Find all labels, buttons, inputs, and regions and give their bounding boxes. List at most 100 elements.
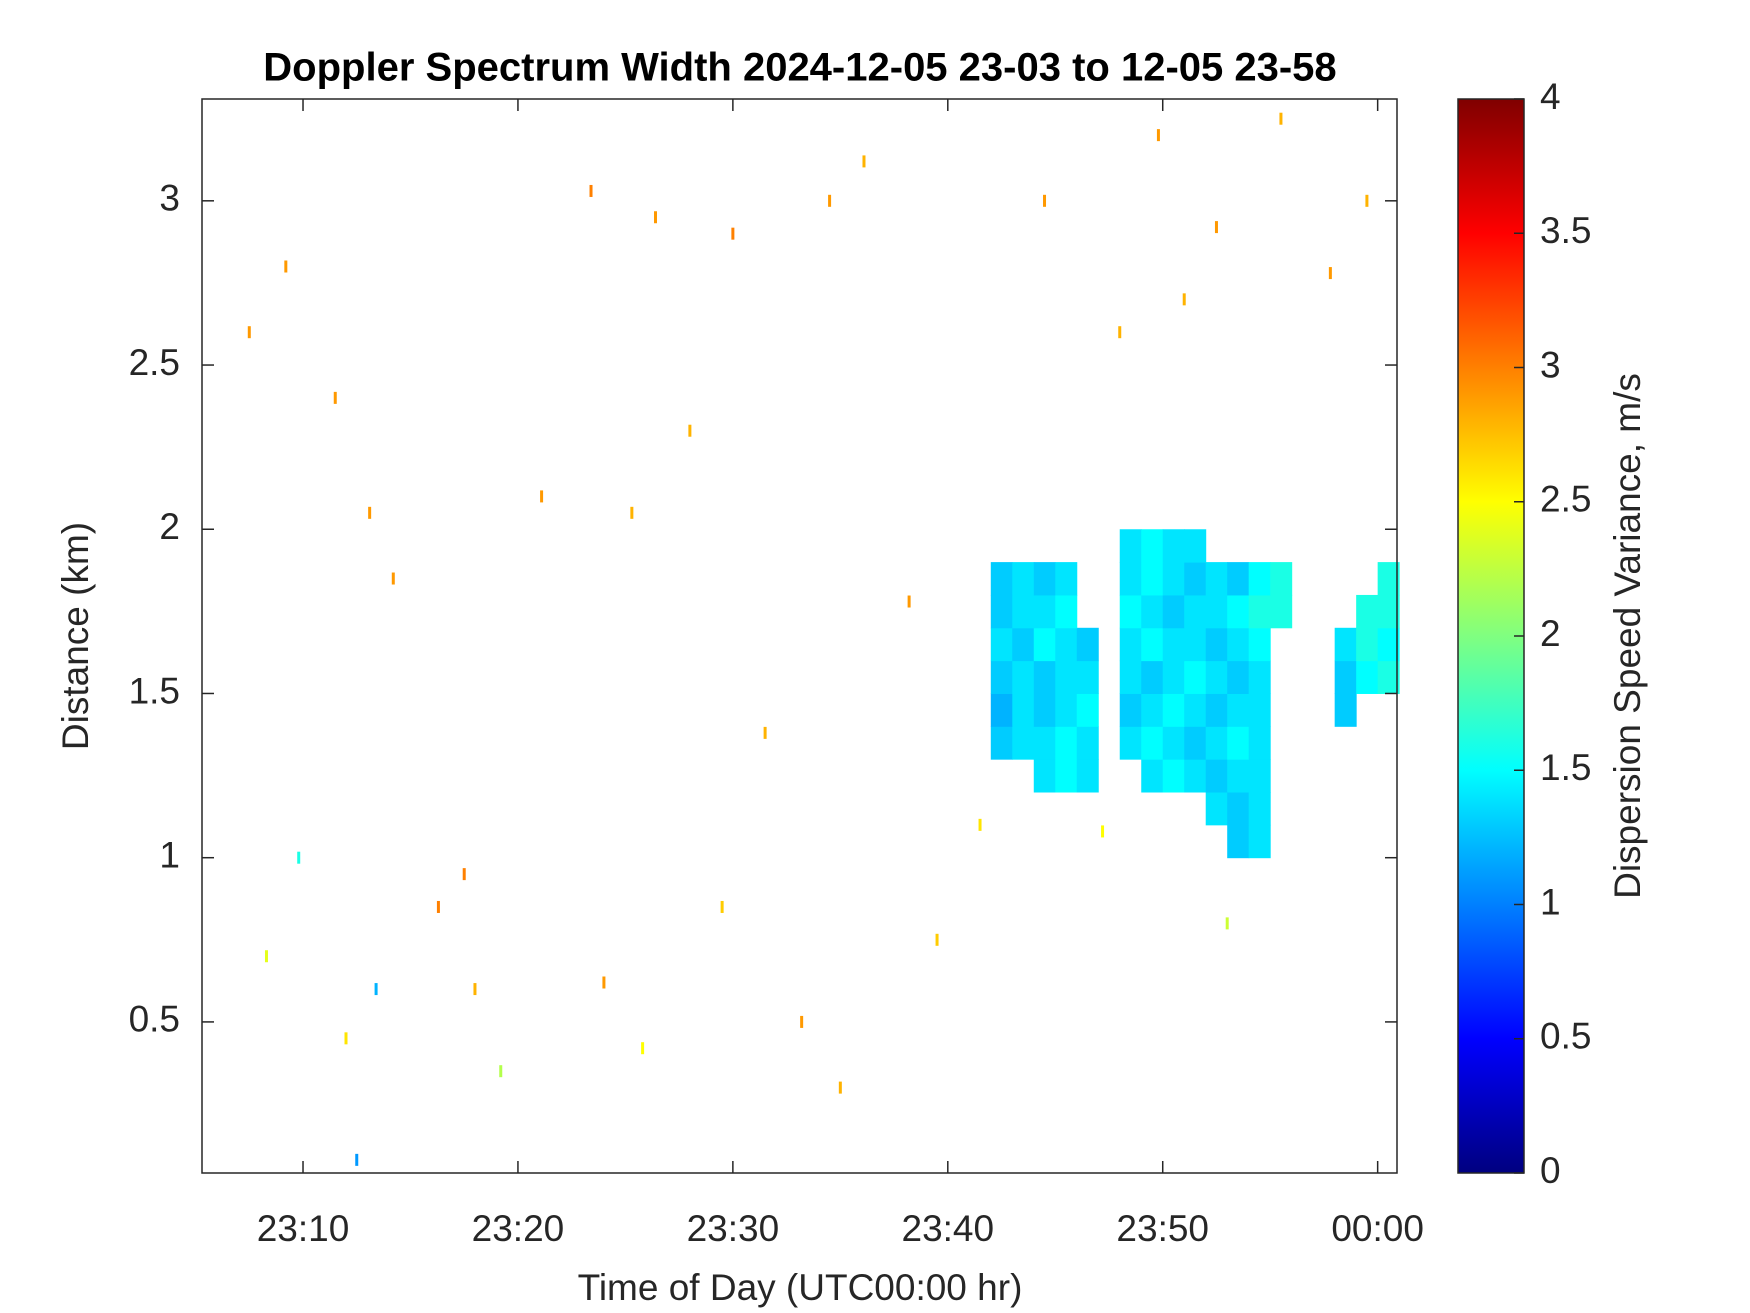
colorbar-tick-label: 2 [1540,613,1561,654]
heatmap-cell [1334,627,1357,662]
heatmap-cell [1334,693,1357,727]
heatmap-cell [1055,759,1078,793]
speckle [978,818,982,831]
speckle [284,260,288,273]
heatmap-cell [1012,726,1035,760]
heatmap-cell [1377,660,1400,694]
heatmap-cell [1033,627,1056,662]
heatmap-cell [990,726,1013,760]
heatmap-cell [1184,726,1207,760]
speckle [344,1032,348,1045]
heatmap-cell [1248,726,1271,760]
y-tick-label: 1.5 [129,670,180,711]
speckle [368,506,372,519]
colorbar-tick-label: 0 [1540,1150,1561,1191]
heatmap-cell [1205,693,1228,727]
speckle [462,868,466,881]
heatmap-cell [1184,627,1207,662]
heatmap-cell [1055,562,1078,596]
speckle [540,490,544,503]
x-tick-label: 23:50 [1116,1208,1209,1249]
heatmap-cell [1184,660,1207,694]
speckle [862,155,866,168]
heatmap-cell [1119,660,1142,694]
heatmap-cell [1205,627,1228,662]
x-tick-label: 23:10 [257,1208,350,1249]
heatmap-cell [1248,824,1271,859]
heatmap-cell [1162,726,1185,760]
speckle [828,194,832,207]
heatmap-cell [1227,627,1250,662]
x-axis-label: Time of Day (UTC00:00 hr) [578,1267,1023,1308]
heatmap-cell [1248,759,1271,793]
heatmap-cell [1184,759,1207,793]
heatmap-cell [1270,562,1293,596]
speckle [499,1065,503,1078]
speckle [589,184,593,197]
heatmap-cell [990,693,1013,727]
speckle [731,227,735,240]
heatmap-cell [1227,562,1250,596]
heatmap-cell [1248,594,1271,629]
x-tick-label: 23:40 [902,1208,995,1249]
speckle [1225,917,1229,930]
heatmap-cell [1055,627,1078,662]
heatmap-cell [990,594,1013,629]
speckle [1214,221,1218,234]
heatmap-cell [1248,693,1271,727]
colorbar-tick-label: 3 [1540,344,1561,385]
heatmap-cell [1377,627,1400,662]
heatmap-cell [1356,627,1379,662]
heatmap-cell [1141,660,1164,694]
heatmap-cell [1076,693,1099,727]
heatmap-cell [1119,627,1142,662]
heatmap-cell [1141,529,1164,563]
y-tick-label: 0.5 [129,999,180,1040]
speckle [688,424,692,437]
chart-title: Doppler Spectrum Width 2024-12-05 23-03 … [263,46,1336,90]
heatmap-cell [1205,759,1228,793]
heatmap-cell [1248,792,1271,826]
speckle [630,506,634,519]
plot-frame [201,98,1398,1174]
heatmap-cell [1205,562,1228,596]
heatmap-cell [1162,594,1185,629]
heatmap-cell [1119,529,1142,563]
heatmap-cell [1227,792,1250,826]
heatmap-cell [1141,693,1164,727]
heatmap-cell [1184,529,1207,563]
heatmap-cell [1184,562,1207,596]
heatmap-cell [1227,759,1250,793]
heatmap-cell [1227,693,1250,727]
speckle [653,211,657,224]
speckle [641,1042,645,1055]
heatmap-cell [1055,726,1078,760]
heatmap-cell [1055,594,1078,629]
colorbar-tick-label: 0.5 [1540,1016,1591,1057]
colorbar [1457,98,1525,1174]
colorbar-label: Dispersion Speed Variance, m/s [1607,373,1648,899]
x-tick-label: 23:20 [472,1208,565,1249]
speckle [1043,194,1047,207]
heatmap-cell [1162,693,1185,727]
heatmap-cell [1141,594,1164,629]
speckle [1328,267,1332,280]
heatmap-cell [1119,594,1142,629]
heatmap-cell [1162,529,1185,563]
heatmap-cell [1356,594,1379,629]
speckle [374,983,378,996]
heatmap-cell [1248,660,1271,694]
heatmap-cell [1205,660,1228,694]
speckle [297,851,301,864]
heatmap-cell [1033,594,1056,629]
speckle [391,572,395,585]
heatmap-cell [1356,660,1379,694]
speckle [935,933,939,946]
y-tick-label: 1 [159,834,180,875]
heatmap-cell [1227,824,1250,859]
speckle [355,1153,359,1166]
heatmap-cell [990,660,1013,694]
heatmap-cell [1076,627,1099,662]
heatmap-cell [1141,562,1164,596]
